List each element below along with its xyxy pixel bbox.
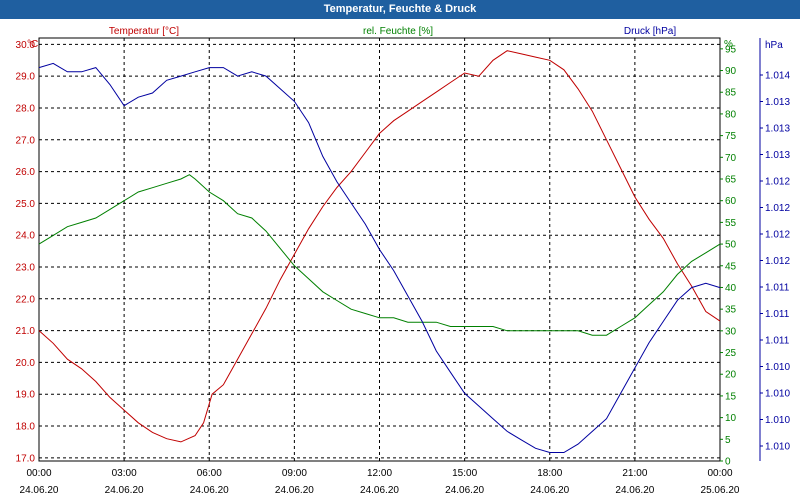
temperature-tick-label: 28.0 bbox=[16, 103, 36, 114]
x-date-label: 24.06.20 bbox=[615, 485, 654, 496]
chart: Temperatur [°C] rel. Feuchte [%] Druck [… bbox=[16, 26, 791, 496]
x-tick-label: 00:00 bbox=[707, 468, 732, 479]
x-date-label: 24.06.20 bbox=[360, 485, 399, 496]
humidity-tick-label: 65 bbox=[725, 175, 737, 186]
temperature-line bbox=[38, 50, 721, 443]
pressure-tick-label: 1.010 bbox=[765, 362, 790, 373]
pressure-tick-label: 1.010 bbox=[765, 442, 790, 453]
humidity-tick-label: 45 bbox=[725, 261, 737, 272]
humidity-tick-label: 55 bbox=[725, 218, 737, 229]
humidity-tick-label: 35 bbox=[725, 305, 737, 316]
humidity-tick-label: 90 bbox=[725, 66, 737, 77]
series-lines bbox=[38, 50, 721, 453]
pressure-line bbox=[38, 62, 721, 453]
humidity-tick-label: 5 bbox=[725, 435, 731, 446]
x-tick-label: 06:00 bbox=[197, 468, 222, 479]
humidity-line bbox=[38, 174, 721, 336]
x-tick-label: 21:00 bbox=[622, 468, 647, 479]
axes: Temperatur [°C] rel. Feuchte [%] Druck [… bbox=[27, 26, 783, 461]
temperature-tick-label: 18.0 bbox=[16, 422, 36, 433]
pressure-tick-label: 1.012 bbox=[765, 230, 790, 241]
temperature-tick-label: 24.0 bbox=[16, 231, 36, 242]
humidity-tick-label: 75 bbox=[725, 131, 737, 142]
temperature-axis-label: Temperatur [°C] bbox=[109, 26, 179, 37]
humidity-tick-label: 95 bbox=[725, 44, 737, 55]
humidity-tick-label: 30 bbox=[725, 326, 737, 337]
pressure-tick-label: 1.013 bbox=[765, 150, 790, 161]
pressure-tick-label: 1.012 bbox=[765, 203, 790, 214]
x-tick-label: 15:00 bbox=[452, 468, 477, 479]
x-date-label: 24.06.20 bbox=[105, 485, 144, 496]
pressure-tick-label: 1.011 bbox=[765, 336, 790, 347]
temperature-tick-label: 22.0 bbox=[16, 294, 36, 305]
humidity-tick-label: 25 bbox=[725, 348, 737, 359]
humidity-tick-label: 80 bbox=[725, 109, 737, 120]
x-tick-label: 09:00 bbox=[282, 468, 307, 479]
humidity-tick-label: 60 bbox=[725, 196, 737, 207]
x-date-label: 25.06.20 bbox=[701, 485, 740, 496]
humidity-tick-label: 0 bbox=[725, 457, 731, 468]
pressure-tick-label: 1.013 bbox=[765, 97, 790, 108]
pressure-tick-label: 1.011 bbox=[765, 283, 790, 294]
humidity-axis-label: rel. Feuchte [%] bbox=[363, 26, 433, 37]
x-tick-label: 00:00 bbox=[26, 468, 51, 479]
pressure-tick-label: 1.013 bbox=[765, 124, 790, 135]
humidity-tick-label: 85 bbox=[725, 88, 737, 99]
temperature-tick-label: 21.0 bbox=[16, 326, 36, 337]
temperature-tick-label: 17.0 bbox=[16, 453, 36, 464]
x-tick-label: 18:00 bbox=[537, 468, 562, 479]
humidity-tick-label: 10 bbox=[725, 413, 737, 424]
temperature-tick-label: 20.0 bbox=[16, 358, 36, 369]
pressure-tick-label: 1.010 bbox=[765, 389, 790, 400]
temperature-tick-label: 25.0 bbox=[16, 199, 36, 210]
pressure-tick-label: 1.012 bbox=[765, 177, 790, 188]
pressure-tick-label: 1.012 bbox=[765, 256, 790, 267]
temperature-tick-label: 30.0 bbox=[16, 40, 36, 51]
humidity-tick-label: 50 bbox=[725, 240, 737, 251]
x-tick-label: 03:00 bbox=[112, 468, 137, 479]
x-tick-label: 12:00 bbox=[367, 468, 392, 479]
humidity-tick-label: 40 bbox=[725, 283, 737, 294]
pressure-axis-label: Druck [hPa] bbox=[624, 26, 676, 37]
temperature-tick-label: 26.0 bbox=[16, 167, 36, 178]
x-date-label: 24.06.20 bbox=[275, 485, 314, 496]
temperature-unit: °C bbox=[27, 39, 38, 50]
x-date-label: 24.06.20 bbox=[445, 485, 484, 496]
x-date-label: 24.06.20 bbox=[190, 485, 229, 496]
pressure-unit: hPa bbox=[765, 40, 783, 51]
chart-title: Temperatur, Feuchte & Druck bbox=[0, 0, 800, 19]
x-date-label: 24.06.20 bbox=[20, 485, 59, 496]
temperature-tick-label: 27.0 bbox=[16, 135, 36, 146]
humidity-tick-label: 15 bbox=[725, 391, 737, 402]
pressure-tick-label: 1.011 bbox=[765, 309, 790, 320]
tick-labels: 00:00 24.06.20 03:00 24.06.20 06:00 24.06.20 0… bbox=[16, 40, 791, 496]
humidity-tick-label: 20 bbox=[725, 370, 737, 381]
temperature-tick-label: 23.0 bbox=[16, 262, 36, 273]
temperature-tick-label: 29.0 bbox=[16, 72, 36, 83]
temperature-tick-label: 19.0 bbox=[16, 390, 36, 401]
pressure-tick-label: 1.010 bbox=[765, 415, 790, 426]
humidity-unit: % bbox=[724, 39, 733, 50]
x-date-label: 24.06.20 bbox=[530, 485, 569, 496]
pressure-tick-label: 1.014 bbox=[765, 71, 790, 82]
humidity-tick-label: 70 bbox=[725, 153, 737, 164]
